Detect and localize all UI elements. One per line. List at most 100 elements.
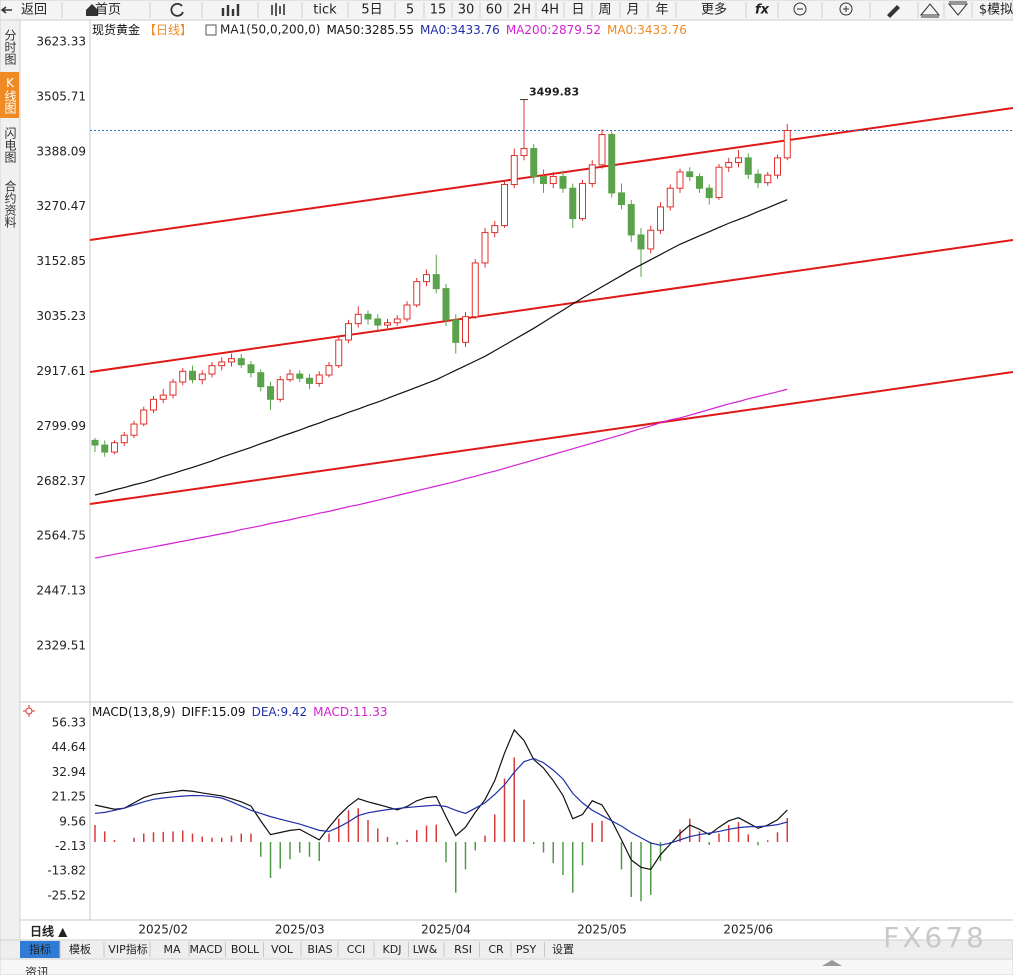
y-tick-label: 9.56 xyxy=(59,814,86,828)
indicator-tab[interactable]: VOL xyxy=(271,943,294,956)
side-tab-active[interactable]: K线图 xyxy=(0,72,19,118)
draw-icon[interactable] xyxy=(887,5,900,18)
candle-body xyxy=(491,225,499,234)
ma-line xyxy=(94,199,788,496)
home-icon[interactable] xyxy=(86,4,98,16)
candle-body xyxy=(627,204,635,236)
y-tick-label: 2329.51 xyxy=(36,639,86,653)
indicator-tab[interactable]: LW& xyxy=(413,943,438,956)
settings-icon[interactable] xyxy=(23,705,35,717)
candle-body xyxy=(744,157,752,175)
side-tab[interactable]: 分时图 xyxy=(3,29,17,65)
candle-body xyxy=(286,373,294,381)
toolbar-button[interactable]: 5日 xyxy=(361,3,382,18)
high-label: 3499.83 xyxy=(529,86,579,99)
toolbar-button[interactable]: $模拟 xyxy=(979,3,1013,18)
bar-icon[interactable] xyxy=(271,3,285,16)
zoom-out-icon[interactable] xyxy=(793,2,807,16)
candle-body xyxy=(208,365,216,375)
toolbar-button[interactable]: 返回 xyxy=(21,3,47,18)
indicator-tab[interactable]: VIP指标 xyxy=(108,942,147,956)
indicator-tab[interactable]: 设置 xyxy=(552,943,574,956)
toolbar-button[interactable]: 首页 xyxy=(95,3,121,18)
header-text: 【日线】 xyxy=(144,23,192,37)
status-bar xyxy=(0,958,1013,975)
indicator-icon[interactable] xyxy=(205,24,217,36)
candle-body xyxy=(647,229,655,250)
candle-body xyxy=(315,374,323,384)
toolbar-button[interactable]: 15 xyxy=(430,3,447,18)
toolbar-button[interactable]: 4H xyxy=(541,3,559,18)
active-tab-bg xyxy=(20,941,60,958)
indicator-tab[interactable]: CCI xyxy=(347,943,366,956)
up-icon[interactable] xyxy=(919,3,941,18)
y-tick-label: 21.25 xyxy=(52,790,86,804)
settings-icon[interactable] xyxy=(25,707,33,715)
candle-body xyxy=(715,166,723,199)
toolbar-button[interactable]: 年 xyxy=(655,3,668,18)
toolbar-button[interactable]: 30 xyxy=(458,3,475,18)
down-icon[interactable] xyxy=(947,1,969,16)
x-tick-label: 2025/03 xyxy=(275,923,325,937)
y-tick-label: 32.94 xyxy=(52,765,86,779)
toolbar-button[interactable]: 日 xyxy=(571,3,584,18)
y-tick-label: -25.52 xyxy=(47,888,86,902)
indicator-tab[interactable]: PSY xyxy=(516,943,537,956)
side-tab[interactable]: 合约资料 xyxy=(3,180,17,228)
candle-body xyxy=(530,148,538,178)
toolbar-button[interactable]: 更多 xyxy=(701,2,727,18)
trend-line xyxy=(89,239,1013,373)
indicator-tab[interactable]: RSI xyxy=(454,943,472,956)
indicator-tab[interactable]: CR xyxy=(488,943,504,956)
candle-body xyxy=(462,316,469,343)
y-tick-label: 2447.13 xyxy=(36,584,86,598)
y-tick-label: 2564.75 xyxy=(36,529,86,543)
indicator-tab[interactable]: BIAS xyxy=(307,943,332,956)
y-tick-label: 2682.37 xyxy=(36,474,86,488)
indicator-tab[interactable]: BOLL xyxy=(231,943,260,956)
indicator-tab[interactable]: MA xyxy=(163,943,180,956)
indicator-tab[interactable]: KDJ xyxy=(383,943,402,956)
candle-body xyxy=(666,187,674,208)
refresh-icon[interactable] xyxy=(170,2,184,17)
legend-entry: MACD:11.33 xyxy=(313,705,387,719)
toolbar-button[interactable]: tick xyxy=(313,3,337,18)
zoom-in-icon[interactable] xyxy=(843,6,849,12)
indicator-tab[interactable]: 模板 xyxy=(69,942,91,956)
candle-icon[interactable] xyxy=(221,4,240,16)
toolbar-button[interactable]: 月 xyxy=(626,3,639,18)
status-label[interactable]: 资讯 xyxy=(25,966,49,975)
toolbar-button[interactable]: 周 xyxy=(598,3,611,18)
indicator-name: MA1(50,0,200,0) MA50:3285.55 MA0:3433.76 MA… xyxy=(220,23,687,37)
candle-body xyxy=(296,373,304,379)
back-icon[interactable] xyxy=(0,6,12,14)
candle-body xyxy=(501,183,508,227)
scroll-arrow[interactable] xyxy=(822,960,842,966)
indicator-tab[interactable]: 指标 xyxy=(29,942,51,956)
x-tick-label: 2025/05 xyxy=(577,923,627,937)
toolbar-button[interactable]: 5 xyxy=(406,3,414,18)
legend-entry: MA50:3285.55 xyxy=(326,23,414,37)
period-label[interactable]: 日线 ▲ xyxy=(30,924,68,939)
candle-body xyxy=(393,318,401,324)
y-tick-label: 56.33 xyxy=(52,715,86,729)
candle-body xyxy=(247,364,255,374)
macd-line xyxy=(94,728,788,871)
candle-body xyxy=(618,192,625,206)
side-tab[interactable]: 闪电图 xyxy=(3,127,17,163)
candle-body xyxy=(218,361,226,367)
toolbar-button[interactable]: fx xyxy=(755,3,770,18)
candle-body xyxy=(549,176,557,185)
toolbar-button[interactable]: 60 xyxy=(486,3,503,18)
candle-body xyxy=(354,313,362,325)
zoom-in-icon[interactable] xyxy=(839,2,853,16)
legend-entry: MA0:3433.76 xyxy=(420,23,500,37)
y-tick-label: -2.13 xyxy=(55,839,86,853)
indicator-tab[interactable]: MACD xyxy=(190,943,223,956)
candle-body xyxy=(598,134,606,166)
candle-body xyxy=(510,155,518,185)
candle-body xyxy=(520,148,528,157)
toolbar-button[interactable]: 2H xyxy=(513,3,531,18)
y-tick-label: 2799.99 xyxy=(36,419,86,433)
